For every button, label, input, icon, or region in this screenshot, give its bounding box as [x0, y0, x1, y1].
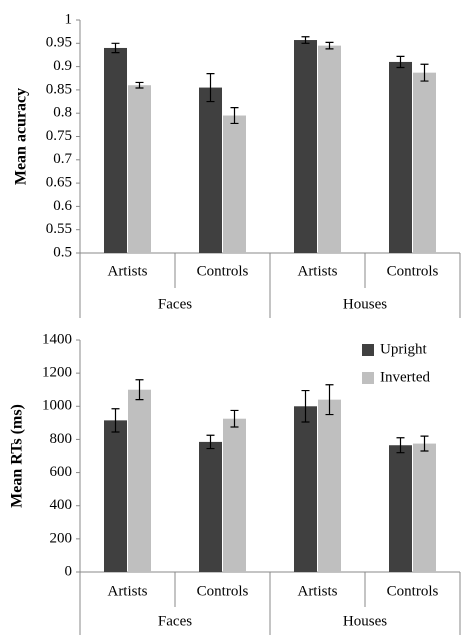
x-tick-label: Controls: [387, 263, 439, 279]
error-bar: [420, 435, 429, 452]
bar: [413, 72, 436, 254]
error-bar: [396, 55, 405, 69]
bar: [413, 443, 436, 572]
error-bar: [230, 107, 239, 125]
y-tick-label: 400: [50, 497, 73, 513]
bar: [318, 399, 341, 572]
bar: [294, 406, 317, 572]
bar: [389, 445, 412, 572]
y-tick-label: 1000: [42, 398, 72, 414]
legend-label: Inverted: [380, 369, 430, 385]
y-tick-label: 600: [50, 464, 73, 480]
y-tick-label: 0.7: [53, 151, 72, 167]
error-bar: [111, 408, 120, 433]
y-tick-label: 0.8: [53, 105, 72, 121]
y-tick-label: 0.6: [53, 198, 72, 214]
x-tick-label: Artists: [297, 263, 337, 279]
x-tick-label: Artists: [107, 263, 147, 279]
y-tick-label: 0.5: [53, 244, 72, 260]
error-bar: [230, 409, 239, 428]
y-axis-label: Mean acuracy: [13, 88, 30, 185]
group-label: Houses: [343, 613, 387, 629]
error-bar: [420, 63, 429, 82]
y-axis-label: Mean RTs (ms): [9, 404, 26, 508]
y-tick-label: 800: [50, 431, 73, 447]
bar: [318, 45, 341, 253]
error-bar: [135, 379, 144, 401]
bar: [294, 40, 317, 254]
bar: [199, 87, 222, 253]
x-tick-label: Controls: [197, 263, 249, 279]
group-label: Houses: [343, 296, 387, 312]
y-tick-label: 0.75: [46, 128, 72, 144]
legend-swatch: [362, 344, 374, 356]
x-tick-label: Artists: [297, 583, 337, 599]
y-tick-label: 1200: [42, 365, 72, 381]
x-tick-label: Controls: [387, 583, 439, 599]
group-label: Faces: [158, 613, 192, 629]
y-tick-label: 0.9: [53, 58, 72, 74]
bar: [223, 418, 246, 572]
bar: [104, 47, 127, 254]
bar: [104, 420, 127, 572]
group-label: Faces: [158, 296, 192, 312]
bar: [128, 85, 151, 254]
y-tick-label: 0.55: [46, 221, 72, 237]
x-tick-label: Controls: [197, 583, 249, 599]
y-tick-label: 1400: [42, 331, 72, 347]
error-bar: [325, 384, 334, 416]
y-tick-label: 0.85: [46, 81, 72, 97]
y-tick-label: 200: [50, 530, 73, 546]
bar: [223, 115, 246, 253]
error-bar: [135, 81, 144, 89]
error-bar: [301, 389, 310, 423]
error-bar: [206, 72, 215, 103]
bar: [128, 389, 151, 572]
error-bar: [301, 36, 310, 44]
x-tick-label: Artists: [107, 583, 147, 599]
error-bar: [111, 42, 120, 54]
error-bar: [396, 437, 405, 454]
error-bar: [325, 41, 334, 50]
bar: [199, 441, 222, 572]
legend-swatch: [362, 372, 374, 384]
y-tick-label: 0: [65, 563, 73, 579]
y-tick-label: 0.95: [46, 35, 72, 51]
legend-label: Upright: [380, 341, 427, 357]
y-tick-label: 1: [65, 11, 73, 27]
bar: [389, 61, 412, 253]
y-tick-label: 0.65: [46, 175, 72, 191]
error-bar: [206, 434, 215, 450]
